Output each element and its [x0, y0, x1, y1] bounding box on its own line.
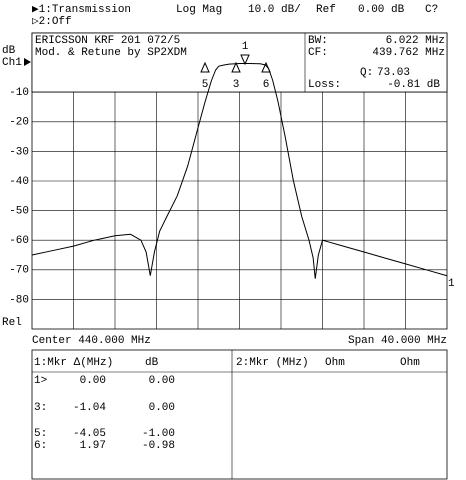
table-header: 1:Mkr Δ(MHz): [34, 357, 113, 369]
table-frame: [31, 349, 448, 480]
marker-id: 1>: [34, 375, 47, 387]
info-line: ERICSSON KRF 201 072/5: [35, 35, 180, 47]
format: Log Mag: [176, 4, 222, 16]
loss: -0.81 dB: [387, 79, 440, 91]
marker-symbol: [261, 61, 271, 73]
marker-id: 6:: [34, 440, 47, 452]
marker-symbol: [240, 54, 250, 66]
marker-symbol: [200, 61, 210, 73]
marker-id: 5:: [34, 428, 47, 440]
marker-delta: -1.04: [73, 402, 106, 414]
channel1: ▶1:Transmission: [32, 4, 131, 16]
rel: Rel: [2, 317, 22, 329]
scale: 10.0 dB/: [248, 4, 301, 16]
info-frame: [31, 32, 448, 93]
marker-id: 3:: [34, 402, 47, 414]
y-tick-label: -80: [9, 294, 29, 306]
marker-db: 0.00: [149, 375, 175, 387]
ref-value: 0.00 dB: [358, 4, 405, 16]
cf-label: CF:: [308, 47, 328, 59]
marker-label: 1: [242, 41, 249, 53]
marker-table: 1:Mkr Δ(MHz) dB 2:Mkr (MHz) Ohm Ohm: [31, 349, 448, 480]
info-box: ERICSSON KRF 201 072/5 Mod. & Retune by …: [31, 32, 448, 93]
marker-delta: 1.97: [80, 440, 106, 452]
marker-label: 3: [233, 79, 240, 91]
unit: dB: [2, 45, 16, 57]
channel2: ▷2:Off: [32, 16, 72, 28]
y-tick-label: -30: [9, 146, 29, 158]
marker-delta: -4.05: [73, 428, 106, 440]
marker-label: 6: [263, 79, 270, 91]
span: Span 40.000 MHz: [348, 335, 447, 347]
table-header: Ohm: [325, 357, 345, 369]
y-tick-label: -10: [9, 87, 29, 99]
marker-delta: 0.00: [80, 375, 106, 387]
y-tick-label: -50: [9, 206, 29, 218]
bw-label: BW:: [308, 35, 328, 47]
ref-label: Ref: [316, 4, 336, 16]
marker-db: -0.98: [142, 440, 175, 452]
table-header: 2:Mkr (MHz): [236, 357, 309, 369]
y-tick-label: -70: [9, 265, 29, 277]
table-header: dB: [145, 357, 159, 369]
cal: C?: [425, 4, 438, 16]
bw: 6.022 MHz: [386, 35, 445, 47]
y-tick-label: -20: [9, 117, 29, 129]
trace: [31, 62, 448, 279]
cf: 439.762 MHz: [372, 47, 445, 59]
channel-label: Ch1: [2, 57, 22, 69]
loss-label: Loss:: [308, 79, 341, 91]
marker-db: 0.00: [149, 402, 175, 414]
ref-pointer: [24, 58, 31, 66]
center: Center 440.000 MHz: [32, 335, 151, 347]
info-line: Mod. & Retune by SP2XDM: [35, 47, 187, 59]
marker-db: -1.00: [142, 428, 175, 440]
y-tick-label: -40: [9, 176, 29, 188]
table-header: Ohm: [400, 357, 420, 369]
q: 73.03: [377, 67, 410, 79]
trace-label: 1: [448, 278, 455, 290]
q-label: Q:: [360, 67, 373, 79]
marker-symbol: [231, 61, 241, 73]
y-tick-label: -60: [9, 235, 29, 247]
marker-label: 5: [202, 79, 209, 91]
